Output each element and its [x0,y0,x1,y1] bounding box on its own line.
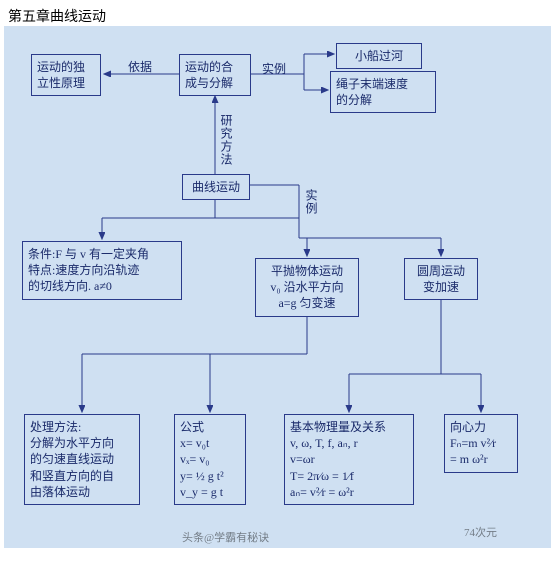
node-formula: 公式 x= v₀t vₓ= v₀ y= ½ g t² v_y = g t [174,414,246,505]
node-independence: 运动的独 立性原理 [31,54,101,96]
node-projectile: 平抛物体运动 v₀ 沿水平方向 a=g 匀变速 [255,258,359,317]
node-curvilinear: 曲线运动 [182,174,250,200]
node-rope: 绳子末端速度 的分解 [330,71,436,113]
watermark-right: 74次元 [464,524,497,540]
label-research: 研究方法 [218,114,235,166]
page-title: 第五章曲线运动 [8,6,106,26]
watermark-bottom: 头条@学霸有秘诀 [182,529,269,545]
diagram-canvas: 运动的独 立性原理 运动的合 成与分解 小船过河 绳子末端速度 的分解 曲线运动… [4,26,551,548]
label-example1: 实例 [262,60,286,77]
label-example2: 实例 [303,189,320,215]
label-basis: 依据 [128,58,152,75]
node-method: 处理方法: 分解为水平方向 的匀速直线运动 和竖直方向的自 由落体运动 [24,414,140,505]
node-circular: 圆周运动 变加速 [404,258,478,300]
node-boat: 小船过河 [336,43,422,69]
node-centripetal: 向心力 Fₙ=m v²⁄r = m ω²r [444,414,518,473]
node-composition: 运动的合 成与分解 [179,54,251,96]
node-quantities: 基本物理量及关系 v, ω, T, f, aₙ, r v=ωr T= 2π⁄ω … [284,414,414,505]
node-condition: 条件:F 与 v 有一定夹角 特点:速度方向沿轨迹 的切线方向. a≠0 [22,241,182,300]
